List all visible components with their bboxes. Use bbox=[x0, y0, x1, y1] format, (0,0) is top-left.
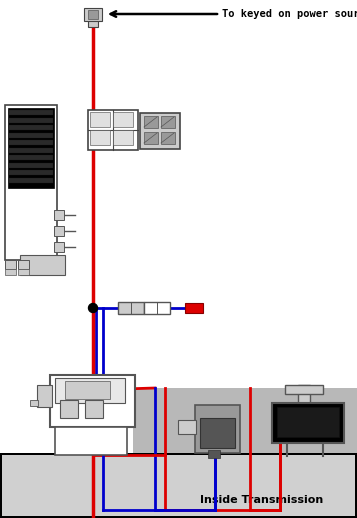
Bar bbox=[133, 388, 357, 518]
Bar bbox=[200, 418, 235, 448]
Bar bbox=[9, 133, 53, 137]
Bar bbox=[0, 453, 357, 518]
Bar bbox=[113, 130, 133, 145]
Bar bbox=[88, 19, 98, 27]
Bar bbox=[37, 385, 52, 407]
Circle shape bbox=[89, 304, 97, 312]
Bar bbox=[195, 405, 240, 453]
Bar bbox=[9, 118, 53, 122]
Bar bbox=[144, 116, 158, 128]
Bar bbox=[9, 110, 53, 115]
Bar bbox=[161, 132, 175, 144]
Bar bbox=[185, 303, 203, 313]
Bar bbox=[88, 110, 138, 150]
Bar bbox=[298, 385, 310, 405]
Bar bbox=[285, 385, 323, 394]
Bar bbox=[9, 163, 53, 167]
Text: Inside Transmission: Inside Transmission bbox=[200, 495, 323, 505]
Bar bbox=[5, 260, 16, 269]
Bar bbox=[65, 381, 110, 399]
Bar bbox=[90, 130, 110, 145]
Bar bbox=[113, 112, 133, 127]
Bar bbox=[208, 450, 220, 458]
Bar bbox=[277, 407, 339, 437]
Bar bbox=[30, 400, 38, 406]
Bar bbox=[178, 420, 196, 434]
Bar bbox=[9, 178, 53, 182]
Bar bbox=[118, 302, 144, 314]
Bar bbox=[272, 403, 344, 443]
Bar bbox=[85, 400, 103, 418]
Bar bbox=[5, 105, 57, 260]
Bar bbox=[8, 108, 54, 188]
Bar bbox=[54, 226, 64, 236]
Bar bbox=[144, 132, 158, 144]
Bar bbox=[88, 10, 98, 19]
Bar bbox=[18, 260, 29, 269]
Bar bbox=[54, 210, 64, 220]
Bar bbox=[140, 113, 180, 149]
Bar bbox=[9, 140, 53, 145]
Bar bbox=[18, 269, 29, 275]
Bar bbox=[5, 269, 16, 275]
Bar bbox=[9, 125, 53, 130]
Bar bbox=[84, 8, 102, 21]
Bar bbox=[9, 155, 53, 160]
Bar bbox=[144, 302, 170, 314]
Bar bbox=[60, 400, 78, 418]
Bar bbox=[9, 170, 53, 175]
Bar bbox=[90, 112, 110, 127]
Bar bbox=[55, 427, 127, 455]
Bar bbox=[9, 148, 53, 152]
Bar bbox=[2, 455, 355, 516]
Bar bbox=[161, 116, 175, 128]
Bar bbox=[50, 375, 135, 427]
Bar bbox=[20, 255, 65, 275]
Bar bbox=[55, 378, 125, 403]
Bar bbox=[54, 242, 64, 252]
Text: To keyed on power source: To keyed on power source bbox=[222, 9, 357, 19]
